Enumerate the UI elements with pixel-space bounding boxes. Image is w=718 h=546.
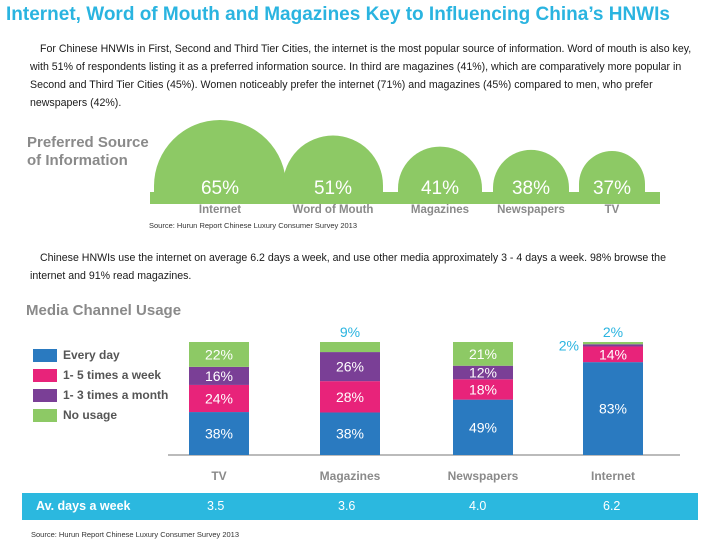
- preferred-source-category-label: TV: [605, 204, 620, 216]
- legend-label-every-day: Every day: [63, 348, 120, 362]
- media-usage-segment: [189, 366, 249, 385]
- legend-label-times-week: 1- 5 times a week: [63, 368, 162, 382]
- media-usage-segment: [583, 346, 643, 363]
- legend-label-no-usage: No usage: [63, 408, 118, 422]
- av-days-internet: 6.2: [603, 499, 621, 513]
- usage-paragraph: Chinese HNWIs use the internet on averag…: [30, 252, 666, 282]
- media-usage-category-label: Magazines: [320, 469, 381, 483]
- media-usage-value-label: 2%: [559, 337, 579, 353]
- preferred-source-title-line: Preferred Source: [27, 134, 149, 151]
- media-usage-value-label: 14%: [599, 346, 627, 362]
- media-usage-value-label: 21%: [469, 346, 497, 362]
- media-usage-segment: [453, 399, 513, 455]
- page-title: Internet, Word of Mouth and Magazines Ke…: [6, 4, 670, 25]
- media-usage-value-label: 28%: [336, 389, 364, 405]
- media-usage-category-label: Internet: [591, 469, 635, 483]
- legend-times-month: 1- 3 times a month: [33, 385, 168, 405]
- preferred-source-category-label: Magazines: [411, 204, 469, 216]
- media-usage-value-label: 38%: [336, 426, 364, 442]
- media-usage-segment: [583, 342, 643, 345]
- legend-swatch-times-week: [33, 368, 57, 382]
- preferred-source-dome: [398, 146, 482, 193]
- media-usage-value-label: 12%: [469, 365, 497, 381]
- media-usage-segment: [453, 379, 513, 400]
- preferred-source-base-band: [150, 192, 660, 204]
- av-days-bar: Av. days a week 3.5 3.6 4.0 6.2: [22, 493, 698, 520]
- legend-swatch-every-day: [33, 348, 57, 362]
- preferred-source-value-label: 65%: [201, 178, 239, 199]
- media-usage-category-label: TV: [211, 469, 226, 483]
- media-usage-legend: Every day 1- 5 times a week 1- 3 times a…: [33, 345, 168, 425]
- legend-times-week: 1- 5 times a week: [33, 365, 168, 385]
- media-usage-segment: [320, 381, 380, 413]
- av-days-tv: 3.5: [207, 499, 225, 513]
- media-usage-segment: [189, 412, 249, 455]
- media-usage-value-label: 24%: [205, 391, 233, 407]
- legend-every-day: Every day: [33, 345, 168, 365]
- media-usage-segment: [320, 412, 380, 455]
- preferred-source-dome: [579, 151, 645, 193]
- media-usage-value-label: 9%: [340, 324, 360, 340]
- preferred-source-category-label: Word of Mouth: [293, 204, 374, 216]
- media-usage-segment: [320, 342, 380, 353]
- media-usage-value-label: 2%: [603, 324, 623, 340]
- intro-paragraph: For Chinese HNWIs in First, Second and T…: [30, 43, 692, 109]
- preferred-source-dome: [154, 120, 286, 193]
- media-usage-title: Media Channel Usage: [26, 302, 182, 319]
- legend-label-times-month: 1- 3 times a month: [63, 388, 169, 402]
- preferred-source-dome: [283, 135, 383, 193]
- media-usage-value-label: 83%: [599, 401, 627, 417]
- media-usage-value-label: 26%: [336, 359, 364, 375]
- preferred-source-dome: [493, 149, 569, 193]
- legend-no-usage: No usage: [33, 405, 168, 425]
- legend-swatch-times-month: [33, 388, 57, 402]
- preferred-source-category-label: Internet: [199, 204, 241, 216]
- preferred-source-title-line: of Information: [27, 152, 128, 169]
- media-usage-value-label: 16%: [205, 368, 233, 384]
- media-usage-value-label: 22%: [205, 346, 233, 362]
- preferred-source-value-label: 38%: [512, 178, 550, 199]
- av-days-label: Av. days a week: [36, 499, 131, 513]
- media-usage-segment: [189, 342, 249, 367]
- media-usage-segment: [453, 342, 513, 366]
- chart1-source: Source: Hurun Report Chinese Luxury Cons…: [149, 221, 358, 230]
- media-usage-category-label: Newspapers: [448, 469, 519, 483]
- preferred-source-value-label: 41%: [421, 178, 459, 199]
- media-usage-segment: [320, 352, 380, 382]
- av-days-newspapers: 4.0: [469, 499, 487, 513]
- media-usage-segment: [189, 384, 249, 413]
- media-usage-value-label: 38%: [205, 426, 233, 442]
- preferred-source-value-label: 37%: [593, 178, 631, 199]
- media-usage-value-label: 49%: [469, 419, 497, 435]
- chart2-source: Source: Hurun Report Chinese Luxury Cons…: [31, 530, 240, 539]
- preferred-source-category-label: Newspapers: [497, 204, 565, 216]
- media-usage-segment: [583, 362, 643, 455]
- preferred-source-value-label: 51%: [314, 178, 352, 199]
- media-usage-chart: 38% 24% 16% 22% TV 38% 28% 26% 9% Magazines 49% 18%…: [168, 324, 680, 483]
- legend-swatch-no-usage: [33, 408, 57, 422]
- media-usage-value-label: 18%: [469, 381, 497, 397]
- media-usage-segment: [583, 344, 643, 347]
- preferred-source-chart: 65% Internet 51% Word of Mouth 41% Magazines 3…: [27, 120, 660, 216]
- av-days-magazines: 3.6: [338, 499, 356, 513]
- media-usage-segment: [453, 365, 513, 380]
